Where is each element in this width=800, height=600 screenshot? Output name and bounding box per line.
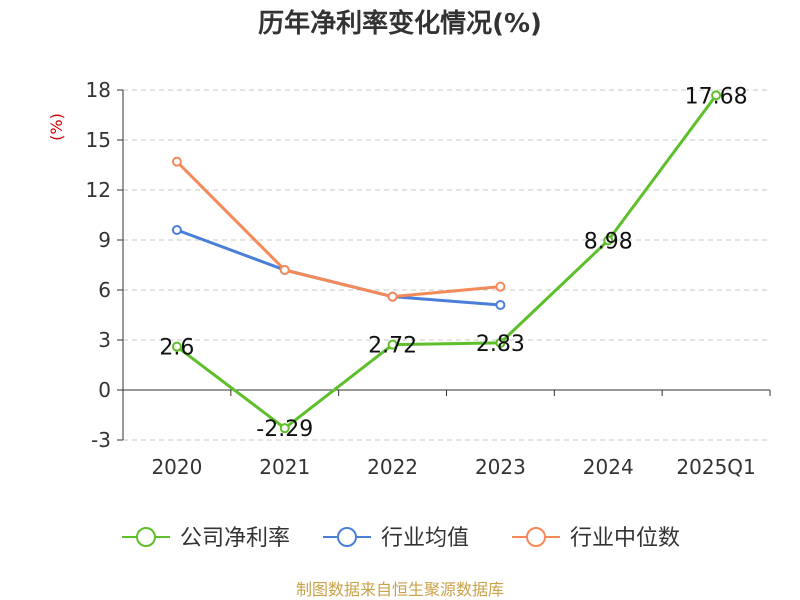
x-tick-label: 2020: [151, 455, 202, 479]
data-point: [495, 300, 506, 310]
data-point: [495, 281, 506, 292]
legend-swatch-marker: [136, 527, 156, 547]
data-label: 2.83: [476, 332, 525, 357]
legend-label: 行业均值: [381, 526, 469, 551]
legend-label: 行业中位数: [570, 526, 680, 551]
legend: 公司净利率 行业均值 行业中位数: [122, 526, 680, 551]
y-tick-label: 6: [98, 278, 111, 302]
data-point: [387, 291, 398, 302]
grid: [123, 89, 770, 441]
data-label: 17.68: [685, 84, 748, 109]
data-point: [171, 225, 182, 235]
data-labels: 2.6 -2.29 2.72 2.83 8.98 17.68: [159, 84, 747, 442]
y-tick-label: 3: [98, 328, 111, 352]
series-layer: [171, 90, 722, 434]
data-point: [279, 423, 290, 434]
y-tick-label: 18: [86, 78, 111, 102]
data-point: [711, 90, 722, 101]
y-axis-unit: (%): [47, 113, 66, 141]
legend-swatch-marker: [526, 527, 546, 547]
series-line: [176, 228, 501, 307]
y-tick-label: 9: [98, 228, 111, 252]
series-line: [176, 94, 718, 430]
x-tick-label: 2022: [367, 455, 418, 479]
data-point: [603, 235, 614, 246]
x-tick-label: 2023: [475, 455, 526, 479]
y-tick-label: 0: [98, 378, 111, 402]
y-tick-label: -3: [91, 428, 111, 452]
data-point: [495, 337, 506, 348]
y-tick-label: 15: [86, 128, 111, 152]
y-tick-label: 12: [86, 178, 111, 202]
series-line: [175, 160, 501, 299]
data-point: [171, 156, 182, 167]
chart-title: 历年净利率变化情况(%): [258, 8, 542, 39]
data-point: [279, 265, 290, 275]
x-tick-label: 2021: [259, 455, 310, 479]
legend-label: 公司净利率: [180, 526, 290, 551]
data-point: [171, 341, 182, 352]
x-tick-label: 2024: [583, 455, 634, 479]
data-label: 8.98: [584, 229, 633, 254]
axes: -3 0 3 6 9 12 15 18 2020 2021 2022 2023 2024 2025Q1: [86, 78, 771, 479]
legend-swatch-marker: [337, 527, 357, 547]
x-tick-label: 2025Q1: [676, 455, 755, 479]
data-label: -2.29: [256, 417, 313, 442]
data-point: [387, 339, 398, 350]
data-label: 2.6: [159, 336, 194, 361]
source-note: 制图数据来自恒生聚源数据库: [296, 580, 504, 599]
data-label: 2.72: [368, 334, 417, 359]
